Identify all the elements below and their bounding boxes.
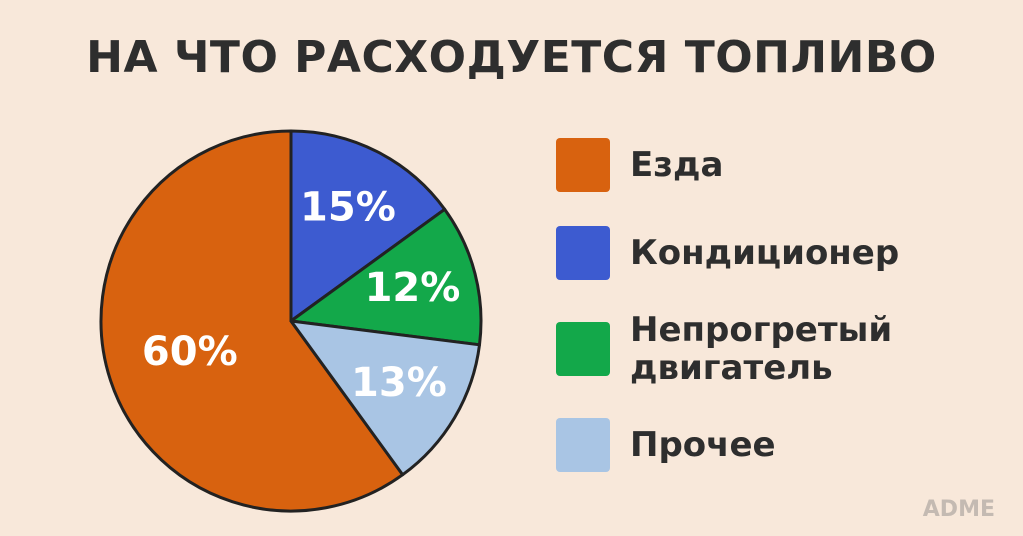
pie-slice	[99, 129, 405, 513]
legend-item: Езда	[556, 135, 916, 195]
value-label: 13%	[351, 360, 447, 406]
pie-slice	[289, 207, 483, 347]
watermark: ADME	[922, 497, 995, 522]
legend-swatch	[556, 138, 610, 192]
legend-item: Непрогретый двигатель	[556, 311, 916, 387]
legend-label: Прочее	[630, 425, 776, 466]
value-label: 15%	[300, 184, 396, 230]
value-label: 60%	[142, 329, 238, 375]
value-label: 12%	[365, 265, 461, 311]
legend-swatch	[556, 226, 610, 280]
chart-title: НА ЧТО РАСХОДУЕТСЯ ТОПЛИВО	[86, 32, 937, 83]
legend-item: Прочее	[556, 415, 916, 475]
legend-label: Кондиционер	[630, 232, 900, 273]
legend-swatch	[556, 418, 610, 473]
pie-slice	[289, 129, 447, 323]
pie-slice	[289, 319, 482, 477]
legend: Езда Кондиционер Непрогретый двигатель Проч…	[556, 135, 916, 503]
legend-swatch	[556, 322, 610, 377]
legend-label: Езда	[630, 144, 724, 185]
legend-item: Кондиционер	[556, 223, 916, 283]
legend-label: Непрогретый двигатель	[630, 310, 893, 389]
